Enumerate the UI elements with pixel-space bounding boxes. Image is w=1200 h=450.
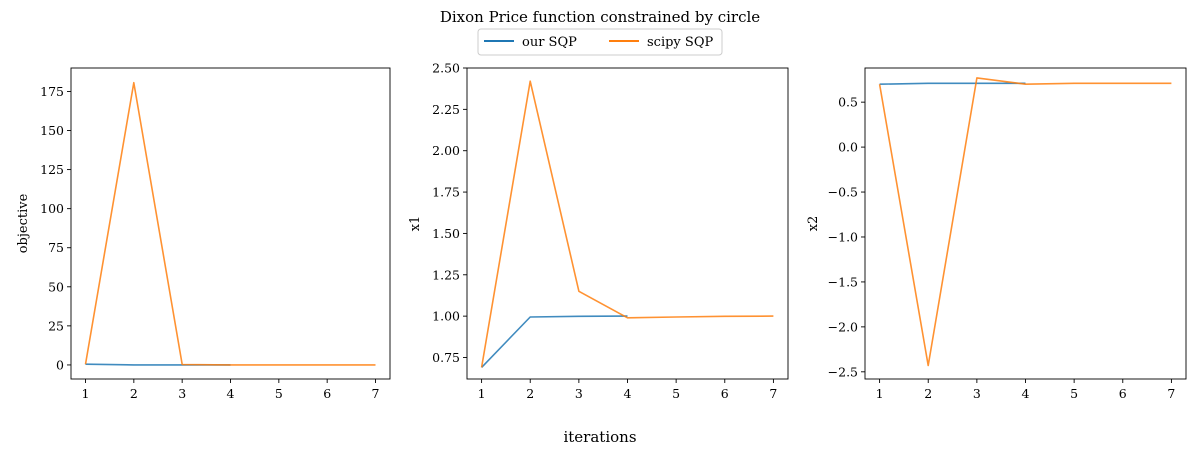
x-tick-label: 2	[130, 386, 138, 401]
x-tick-label: 7	[372, 386, 380, 401]
legend-frame	[477, 28, 723, 56]
x-axis-label: iterations	[563, 428, 636, 446]
x-tick-label: 5	[275, 386, 283, 401]
x-tick-label: 2	[526, 386, 534, 401]
x-tick-label: 1	[876, 386, 884, 401]
y-tick-label: 1.00	[432, 309, 460, 324]
y-tick-label: 1.75	[432, 185, 460, 200]
y-tick-label: 75	[48, 240, 64, 255]
legend-label-our-sqp: our SQP	[522, 35, 577, 50]
subplot-objective: 1 2 3 4 5 6 7 0 25 50 75 100 125 150 175 objective	[16, 67, 391, 401]
series-line-our-sqp	[481, 315, 628, 368]
series-line-scipy-sqp	[878, 77, 1172, 367]
x-tick-label: 7	[769, 386, 777, 401]
x-tick-label: 5	[672, 386, 680, 401]
subplot-x1: 1 2 3 4 5 6 7 0.75 1.00 1.25 1.50 1.75 2.00 2.25 2.50 x…	[408, 61, 789, 401]
y-tick-label: 2.00	[432, 143, 460, 158]
legend: our SQP scipy SQP	[477, 28, 723, 56]
x-tick-label: 6	[1119, 386, 1127, 401]
y-tick-label: 0.75	[432, 350, 460, 365]
axes-frame	[70, 67, 391, 380]
series-line-scipy-sqp	[480, 80, 774, 368]
x-tick-label: 1	[82, 386, 90, 401]
x-tick-label: 3	[178, 386, 186, 401]
y-tick-label: 1.50	[432, 226, 460, 241]
y-axis-label: objective	[16, 193, 31, 253]
series-line-our-sqp	[879, 82, 1026, 85]
y-tick-label: 125	[40, 162, 64, 177]
x-tick-label: 4	[227, 386, 235, 401]
y-tick-label: 150	[40, 123, 64, 138]
x-tick-label: 6	[323, 386, 331, 401]
y-tick-label: 50	[48, 279, 64, 294]
y-axis-label: x2	[806, 216, 821, 232]
legend-label-scipy-sqp: scipy SQP	[647, 35, 713, 50]
y-tick-label: 2.25	[432, 102, 460, 117]
axes-frame	[864, 67, 1187, 380]
x-tick-label: 3	[973, 386, 981, 401]
y-tick-label: 0	[56, 357, 64, 372]
y-tick-label: 0.0	[838, 140, 858, 155]
y-tick-label: 25	[48, 318, 64, 333]
x-tick-label: 5	[1070, 386, 1078, 401]
x-tick-label: 7	[1167, 386, 1175, 401]
x-tick-label: 6	[721, 386, 729, 401]
series-line-scipy-sqp	[84, 81, 376, 366]
y-tick-label: 2.50	[432, 61, 460, 76]
y-tick-label: −2.0	[828, 319, 858, 334]
x-tick-label: 4	[624, 386, 632, 401]
figure-title: Dixon Price function constrained by circ…	[440, 8, 760, 26]
x-tick-label: 2	[924, 386, 932, 401]
y-tick-label: −2.5	[828, 364, 858, 379]
x-tick-label: 3	[575, 386, 583, 401]
y-tick-label: −1.0	[828, 229, 858, 244]
y-tick-label: 100	[40, 201, 64, 216]
y-tick-label: 175	[40, 84, 64, 99]
subplot-x2: 1 2 3 4 5 6 7 −2.5 −2.0 −1.5 −1.0 −0.5 0.0 0.5 x2	[806, 67, 1187, 401]
y-tick-label: 1.25	[432, 267, 460, 282]
y-tick-label: −1.5	[828, 274, 858, 289]
y-tick-label: 0.5	[838, 95, 858, 110]
y-tick-label: −0.5	[828, 185, 858, 200]
x-tick-label: 4	[1022, 386, 1030, 401]
y-axis-label: x1	[408, 216, 423, 232]
x-tick-label: 1	[478, 386, 486, 401]
